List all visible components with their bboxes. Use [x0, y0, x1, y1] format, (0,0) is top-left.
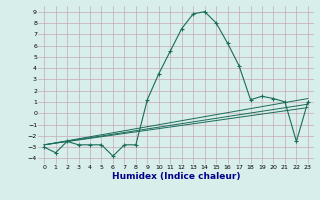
X-axis label: Humidex (Indice chaleur): Humidex (Indice chaleur): [112, 172, 240, 181]
